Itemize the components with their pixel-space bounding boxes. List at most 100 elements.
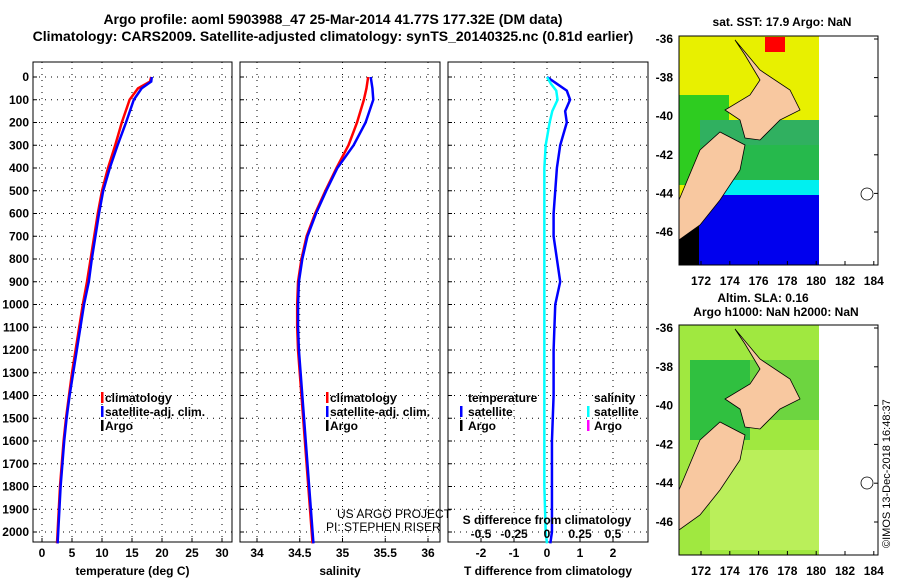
y-tick-label: 1600: [2, 434, 29, 448]
map-lon-label: 184: [864, 274, 884, 288]
x-tick-label: -2: [476, 546, 487, 560]
legend-marker: [326, 392, 329, 403]
x-tick-label: 34: [250, 546, 264, 560]
y-tick-label: 700: [9, 229, 29, 243]
map-lon-label: 178: [777, 274, 797, 288]
x2-tick-label: 0.5: [605, 527, 622, 541]
sla-map: [678, 324, 879, 556]
map-lat-label: -36: [656, 32, 674, 46]
map-lat-label: -38: [656, 360, 674, 374]
legend-marker: [101, 420, 104, 431]
x-tick-label: 2: [610, 546, 617, 560]
legend-marker: [587, 420, 590, 431]
y-tick-label: 1700: [2, 457, 29, 471]
sla-map-title: Altim. SLA: 0.16: [717, 291, 809, 305]
sst-map-title: sat. SST: 17.9 Argo: NaN: [713, 15, 852, 29]
map-lat-label: -42: [656, 437, 674, 451]
x-tick-label: 34.5: [288, 546, 312, 560]
title-line1: Argo profile: aoml 5903988_47 25-Mar-201…: [103, 11, 562, 27]
map-lon-label: 180: [806, 564, 826, 578]
map-lon-label: 176: [749, 564, 769, 578]
sst-map: [678, 35, 879, 266]
x-axis-label: salinity: [319, 564, 361, 578]
series-line-S-satellite-x4-scale-: [543, 76, 559, 544]
y-tick-label: 900: [9, 275, 29, 289]
y-tick-label: 500: [9, 184, 29, 198]
y-tick-label: 0: [22, 70, 29, 84]
map-lon-label: 182: [835, 564, 855, 578]
legend-label-t: Argo: [468, 419, 496, 433]
map-lat-label: -40: [656, 109, 674, 123]
map-lat-label: -36: [656, 321, 674, 335]
map-lon-label: 176: [749, 274, 769, 288]
x2-tick-label: -0.5: [471, 527, 492, 541]
y-tick-label: 1100: [3, 320, 29, 334]
x2-axis-label: S difference from climatology: [463, 513, 632, 527]
y-tick-label: 200: [9, 116, 29, 130]
legend-marker: [460, 420, 463, 431]
map-lon-label: 178: [777, 564, 797, 578]
y-tick-label: 300: [9, 138, 29, 152]
legend-label-s: Argo: [594, 419, 622, 433]
x-axis-label: temperature (deg C): [75, 564, 189, 578]
x-tick-label: 0: [39, 546, 46, 560]
x-tick-label: 15: [125, 546, 139, 560]
legend-label: Argo: [330, 419, 358, 433]
series-line-climatology: [55, 76, 153, 544]
y-tick-label: 600: [9, 207, 29, 221]
x2-tick-label: 0.25: [568, 527, 592, 541]
x-tick-label: 10: [95, 546, 109, 560]
y-tick-label: 1900: [2, 502, 29, 516]
legend-label-s: salinity: [594, 391, 636, 405]
map-lon-label: 184: [864, 564, 884, 578]
x-tick-label: 36: [421, 546, 435, 560]
axes-box: [32, 61, 233, 543]
x-tick-label: 5: [69, 546, 76, 560]
legend-marker: [101, 392, 104, 403]
title-line2: Climatology: CARS2009. Satellite-adjuste…: [33, 28, 634, 44]
x2-tick-label: -0.25: [500, 527, 528, 541]
x-tick-label: 1: [577, 546, 584, 560]
sla-map-subtitle: Argo h1000: NaN h2000: NaN: [693, 305, 858, 319]
y-tick-label: 1400: [2, 389, 29, 403]
axes-box: [239, 61, 441, 543]
x2-tick-label: 0: [544, 527, 551, 541]
legend-label: Argo: [105, 419, 133, 433]
credit-line1: US ARGO PROJECT: [337, 507, 452, 521]
x-tick-label: -1: [509, 546, 520, 560]
legend-label-s: satellite: [594, 405, 639, 419]
map-lon-label: 174: [720, 274, 740, 288]
map-lat-label: -44: [656, 476, 674, 490]
timestamp: ©IMOS 13-Dec-2018 16:48:37: [881, 399, 893, 548]
series-line-T-satellite: [546, 75, 572, 544]
map-lon-label: 182: [835, 274, 855, 288]
map-lat-label: -46: [656, 225, 674, 239]
x-tick-label: 0: [544, 546, 551, 560]
legend-label-t: temperature: [468, 391, 538, 405]
legend-label: satellite-adj. clim.: [330, 405, 430, 419]
legend-marker: [326, 406, 329, 417]
map-lon-label: 174: [720, 564, 740, 578]
credit-line2: PI: STEPHEN RISER: [326, 520, 441, 534]
map-lat-label: -40: [656, 399, 674, 413]
legend-label: climatology: [330, 391, 397, 405]
x-tick-label: 30: [215, 546, 229, 560]
map-lat-label: -44: [656, 186, 674, 200]
y-tick-label: 800: [9, 252, 29, 266]
legend-marker: [101, 406, 104, 417]
y-tick-label: 1300: [2, 366, 29, 380]
map-lat-label: -46: [656, 515, 674, 529]
y-tick-label: 1800: [2, 480, 29, 494]
legend-marker: [326, 420, 329, 431]
y-tick-label: 1500: [2, 411, 29, 425]
y-tick-label: 1000: [2, 298, 29, 312]
x-tick-label: 20: [155, 546, 169, 560]
legend-label-t: satellite: [468, 405, 513, 419]
y-tick-label: 400: [9, 161, 29, 175]
x-tick-label: 35: [336, 546, 350, 560]
map-lon-label: 172: [691, 564, 711, 578]
x-tick-label: 25: [185, 546, 199, 560]
series-line-satellite-adj-clim-: [296, 76, 375, 544]
legend-marker: [460, 406, 463, 417]
